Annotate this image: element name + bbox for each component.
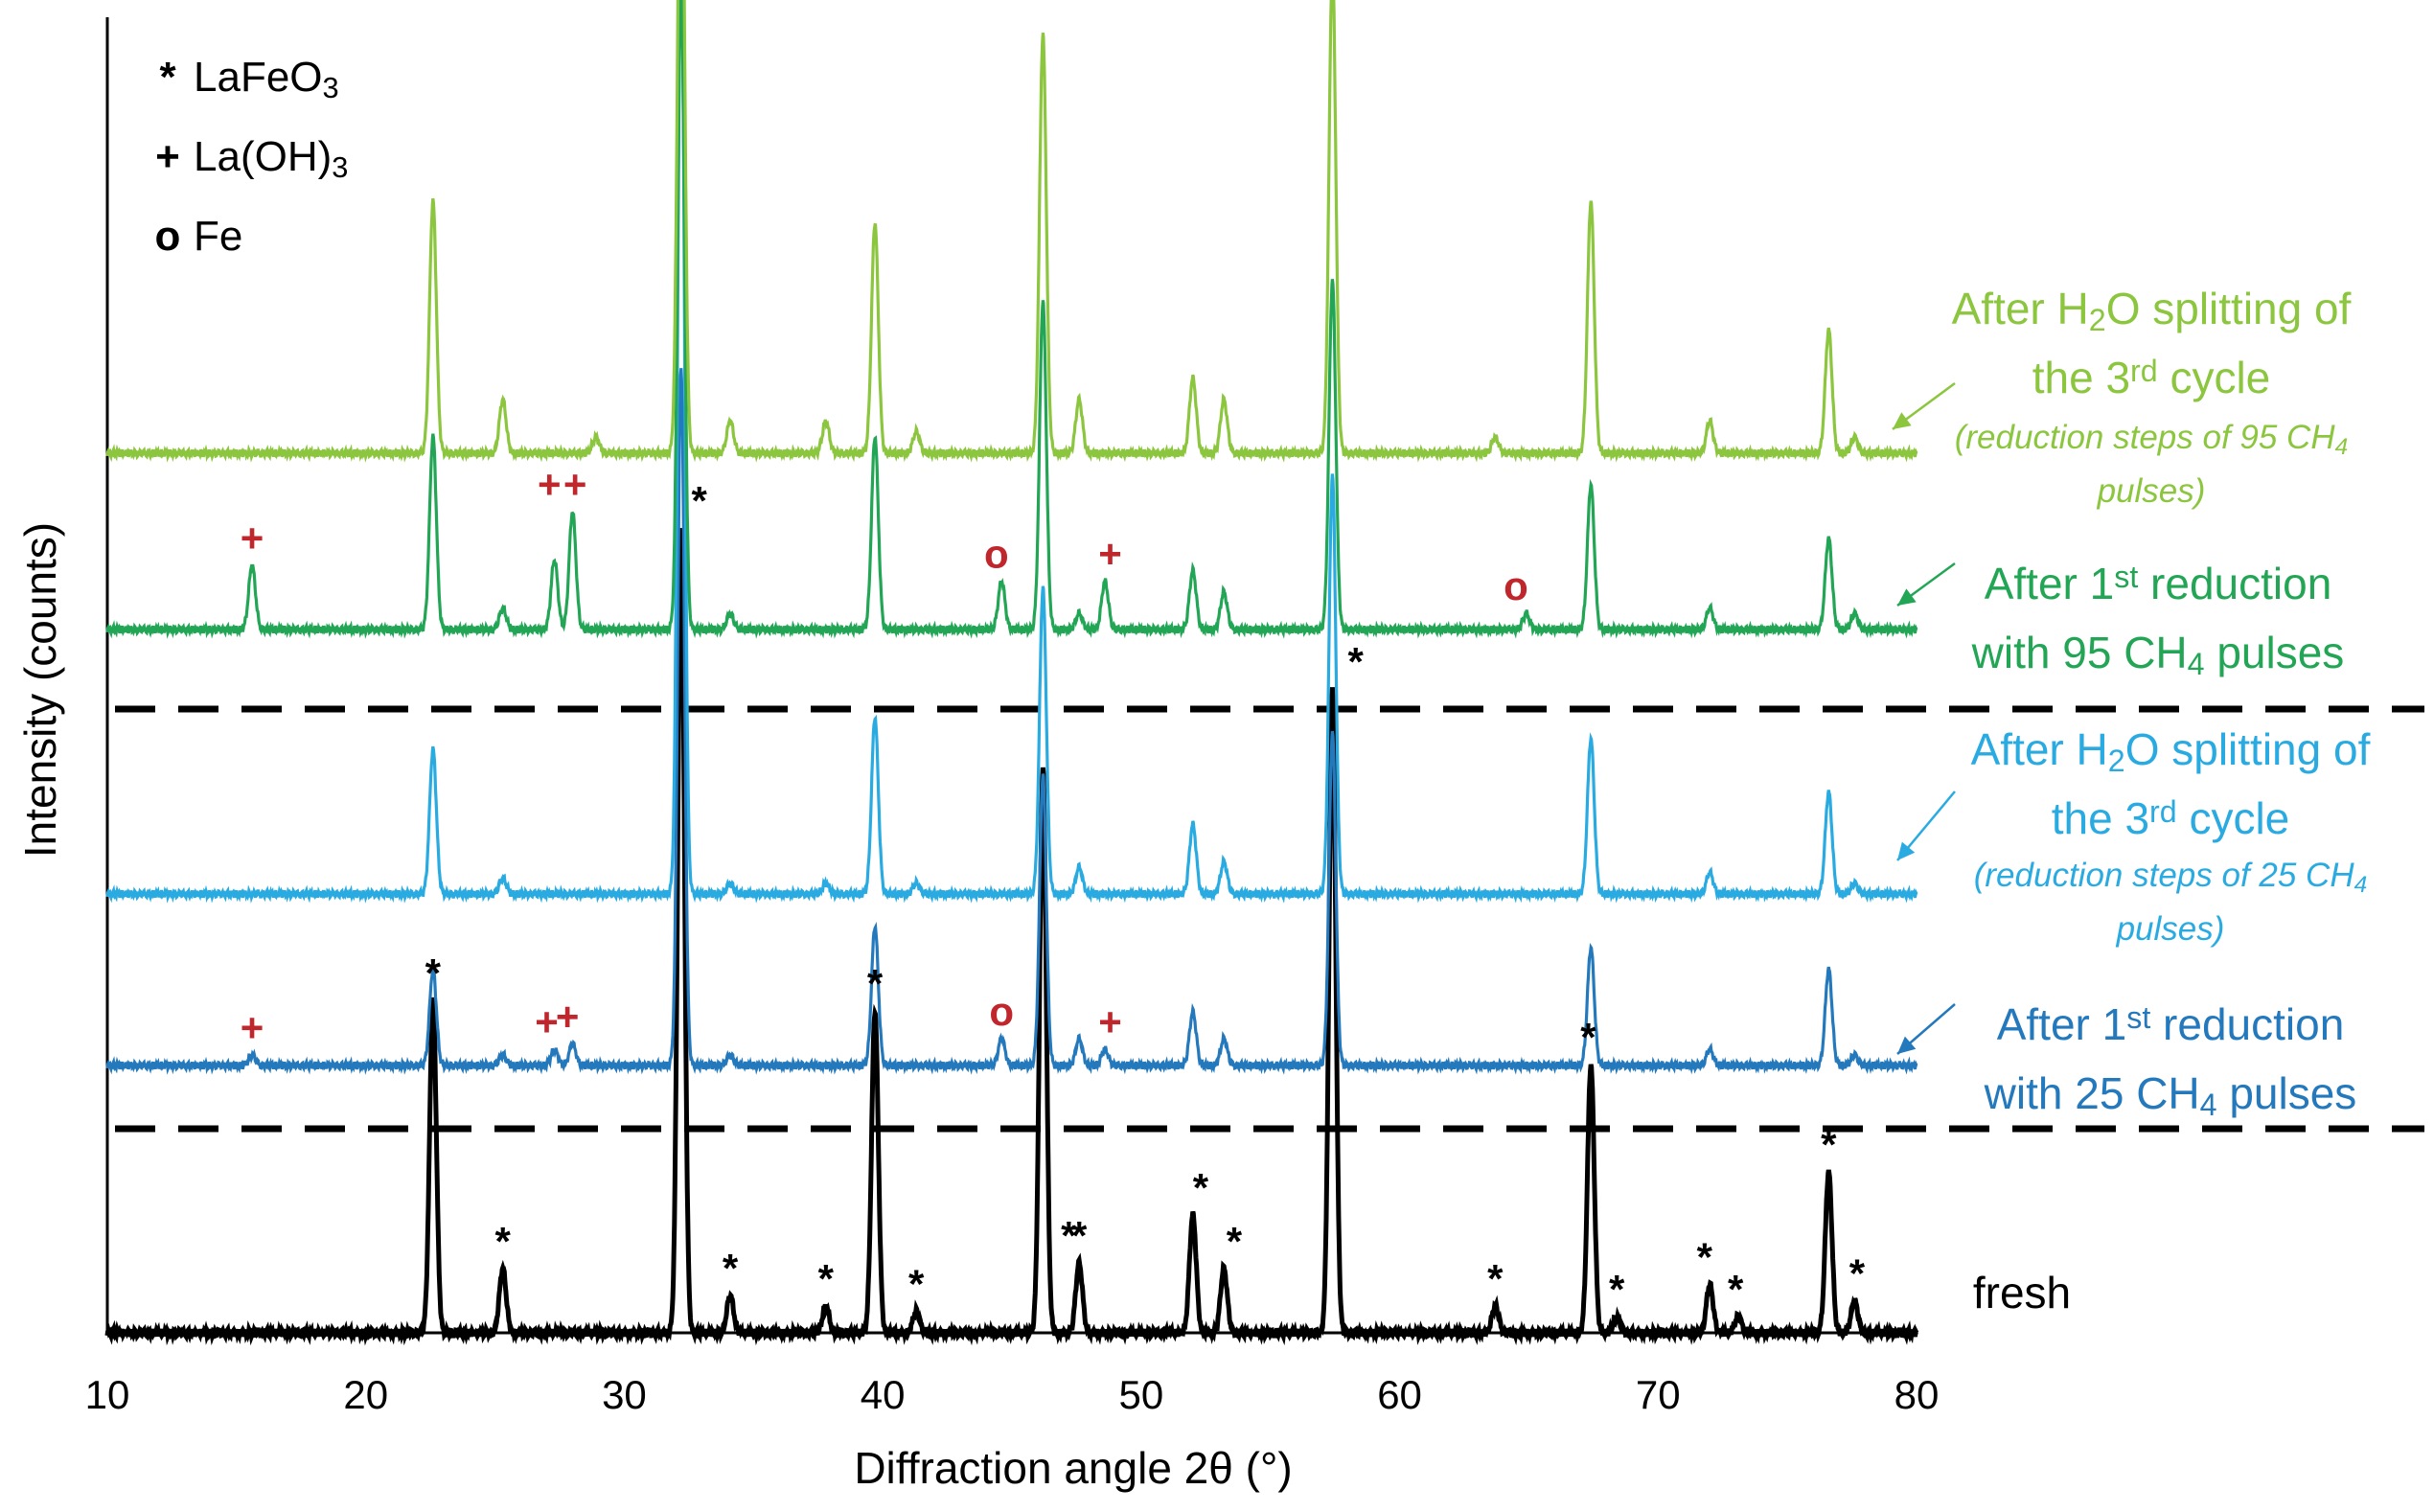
x-tick-label: 50 (1118, 1372, 1163, 1417)
series-label-line: fresh (1973, 1268, 2071, 1317)
legend-symbol: + (155, 133, 180, 180)
series-label-line: with 25 CH4 pulses (1984, 1068, 2357, 1122)
peak-marker-lafeo3: * (1821, 1122, 1837, 1167)
trace-line-3 (105, 0, 1918, 639)
series-note-line: pulses) (2116, 910, 2225, 948)
series-arrowhead (1893, 412, 1912, 429)
peak-marker-lafeo3: * (1227, 1219, 1243, 1264)
series-label-line: After 1st reduction (1997, 999, 2345, 1049)
x-tick-label: 80 (1894, 1372, 1940, 1417)
legend-label: La(OH)3 (194, 133, 348, 184)
peak-marker-lafeo3: * (1193, 1165, 1209, 1210)
peak-marker-lafeo3: * (1697, 1235, 1713, 1280)
x-tick-label: 30 (602, 1372, 647, 1417)
separators (115, 705, 2424, 1133)
peak-marker-fe: o (989, 989, 1014, 1034)
legend: * LaFeO3 + La(OH)3 o Fe (155, 54, 349, 260)
peak-marker-laoh3: + (241, 1005, 264, 1050)
x-tick-label: 70 (1636, 1372, 1681, 1417)
trace-line-0 (104, 528, 1919, 1346)
peak-marker-lafeo3: * (867, 961, 884, 1006)
axes: 10 20 30 40 50 60 70 80 Diffraction angle 2θ (°)… (15, 17, 1939, 1493)
peak-marker-lafeo3: * (818, 1256, 835, 1301)
series-label-line: the 3rd cycle (2052, 793, 2290, 843)
series-label-line: After H2O splitting of (1952, 284, 2352, 337)
y-axis-title: Intensity (counts) (15, 522, 65, 858)
peak-marker-fe: o (984, 532, 1009, 577)
peak-marker-lafeo3: * (1487, 1256, 1504, 1301)
series-label-line: After H2O splitting of (1971, 724, 2371, 778)
peak-marker-lafeo3: * (1061, 1213, 1077, 1258)
legend-label: Fe (194, 213, 242, 260)
peak-marker-lafeo3: * (494, 1219, 511, 1264)
x-tick-label: 20 (343, 1372, 388, 1417)
traces (104, 0, 1919, 1346)
peak-marker-fe: o (1504, 563, 1528, 608)
trace-line-1 (105, 368, 1918, 1075)
trace-line-2 (105, 0, 1918, 904)
peak-marker-lafeo3: * (691, 478, 707, 523)
peak-marker-lafeo3: * (1348, 639, 1365, 684)
x-tick-label: 40 (861, 1372, 906, 1417)
peak-marker-laoh3: + (1098, 532, 1122, 577)
x-axis-title: Diffraction angle 2θ (°) (854, 1443, 1292, 1493)
series-note-line: (reduction steps of 25 CH4 (1974, 857, 2368, 898)
peak-marker-laoh3: + (538, 462, 562, 507)
peak-marker-lafeo3: * (1609, 1267, 1625, 1312)
x-tick-label: 10 (85, 1372, 130, 1417)
trace-line-4 (105, 0, 1918, 463)
series-label-line: After 1st reduction (1985, 559, 2332, 608)
peak-marker-laoh3: + (241, 515, 264, 561)
peak-marker-laoh3: + (563, 462, 587, 507)
x-tick-label: 60 (1377, 1372, 1422, 1417)
peak-marker-lafeo3: * (908, 1262, 925, 1307)
series-arrowhead (1897, 588, 1917, 606)
series-label-line: with 95 CH4 pulses (1971, 628, 2345, 681)
series-arrowhead (1897, 841, 1916, 860)
series-note-line: (reduction steps of 95 CH4 (1955, 419, 2349, 460)
peak-marker-lafeo3: * (1728, 1267, 1744, 1312)
peak-marker-lafeo3: * (1071, 1213, 1088, 1258)
peak-marker-laoh3: + (535, 999, 559, 1044)
peak-marker-lafeo3: * (1580, 1015, 1596, 1060)
legend-label: LaFeO3 (194, 54, 339, 104)
peak-marker-lafeo3: * (1849, 1250, 1866, 1295)
series-note-line: pulses) (2097, 472, 2206, 510)
peak-marker-lafeo3: * (425, 951, 442, 996)
series-arrowhead (1897, 1036, 1917, 1054)
peak-markers: **** ***************+ ++ +o++ ++oo (241, 462, 1866, 1312)
peak-marker-laoh3: + (556, 995, 580, 1040)
series-labels: fresh After 1st reduction with 25 CH4 puls… (1892, 284, 2371, 1317)
legend-symbol: o (155, 213, 181, 260)
series-label-line: the 3rd cycle (2032, 353, 2271, 402)
legend-symbol: * (159, 54, 176, 101)
peak-marker-laoh3: + (1098, 999, 1122, 1044)
peak-marker-lafeo3: * (723, 1246, 739, 1291)
